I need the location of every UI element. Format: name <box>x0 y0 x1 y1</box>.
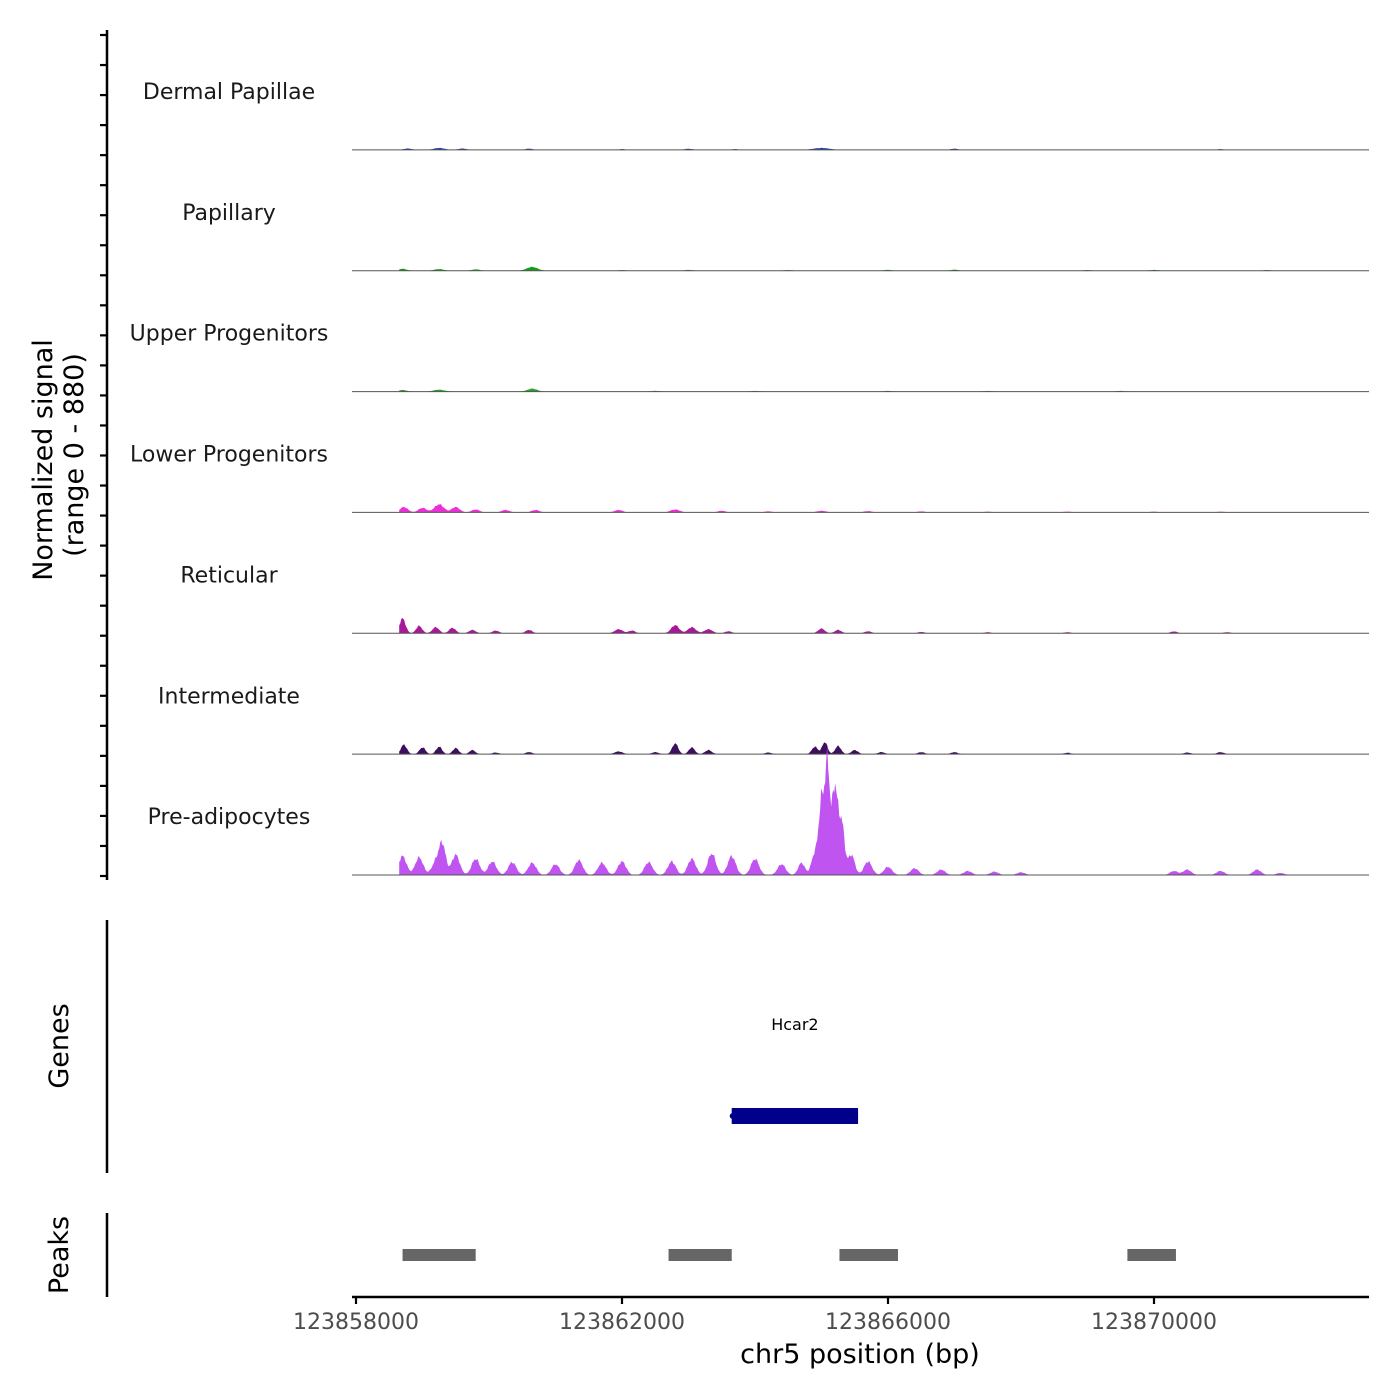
signal-area <box>399 617 1307 634</box>
y-axis-title-line2: (range 0 - 880) <box>59 353 90 557</box>
x-tick-label: 123858000 <box>293 1310 419 1335</box>
signal-area <box>399 266 1307 271</box>
signal-tracks: Dermal Papillae Papillary Upper Progenitor… <box>130 80 1369 876</box>
signal-y-ticks <box>100 33 107 878</box>
track-label: Papillary <box>182 201 276 226</box>
peaks-panel-label: Peaks <box>44 1216 75 1294</box>
x-axis-ticks: 123858000 123862000 123866000 123870000 <box>293 1297 1217 1335</box>
track-label: Lower Progenitors <box>130 443 328 468</box>
x-tick-label: 123866000 <box>825 1310 951 1335</box>
signal-area <box>399 742 1307 755</box>
peak-regions <box>402 1249 1176 1261</box>
peak-region <box>1127 1249 1176 1261</box>
track-label: Reticular <box>180 563 278 588</box>
track-label: Upper Progenitors <box>130 322 329 347</box>
track-upper-progenitors: Upper Progenitors <box>130 322 1369 393</box>
x-tick-label: 123870000 <box>1091 1310 1217 1335</box>
track-reticular: Reticular <box>180 563 1369 634</box>
track-label: Pre-adipocytes <box>148 805 311 830</box>
track-label: Intermediate <box>158 684 300 709</box>
track-dermal-papillae: Dermal Papillae <box>143 80 1369 151</box>
gene-strand-marker <box>729 1113 736 1119</box>
y-axis-title-line1: Normalized signal <box>28 339 59 581</box>
x-axis-title: chr5 position (bp) <box>740 1339 980 1370</box>
x-tick-label: 123862000 <box>559 1310 685 1335</box>
signal-area <box>399 745 1307 875</box>
gene-annotation: Hcar2 <box>729 1015 859 1124</box>
track-pre-adipocytes: Pre-adipocytes <box>148 745 1369 876</box>
track-intermediate: Intermediate <box>158 684 1369 755</box>
track-lower-progenitors: Lower Progenitors <box>130 443 1369 513</box>
genes-panel-label: Genes <box>44 1003 75 1088</box>
gene-body <box>731 1108 859 1124</box>
track-papillary: Papillary <box>182 201 1369 272</box>
peak-region <box>402 1249 476 1261</box>
track-label: Dermal Papillae <box>143 80 315 105</box>
signal-area <box>399 504 1307 513</box>
gene-label: Hcar2 <box>771 1015 818 1034</box>
peak-region <box>668 1249 732 1261</box>
peak-region <box>839 1249 898 1261</box>
